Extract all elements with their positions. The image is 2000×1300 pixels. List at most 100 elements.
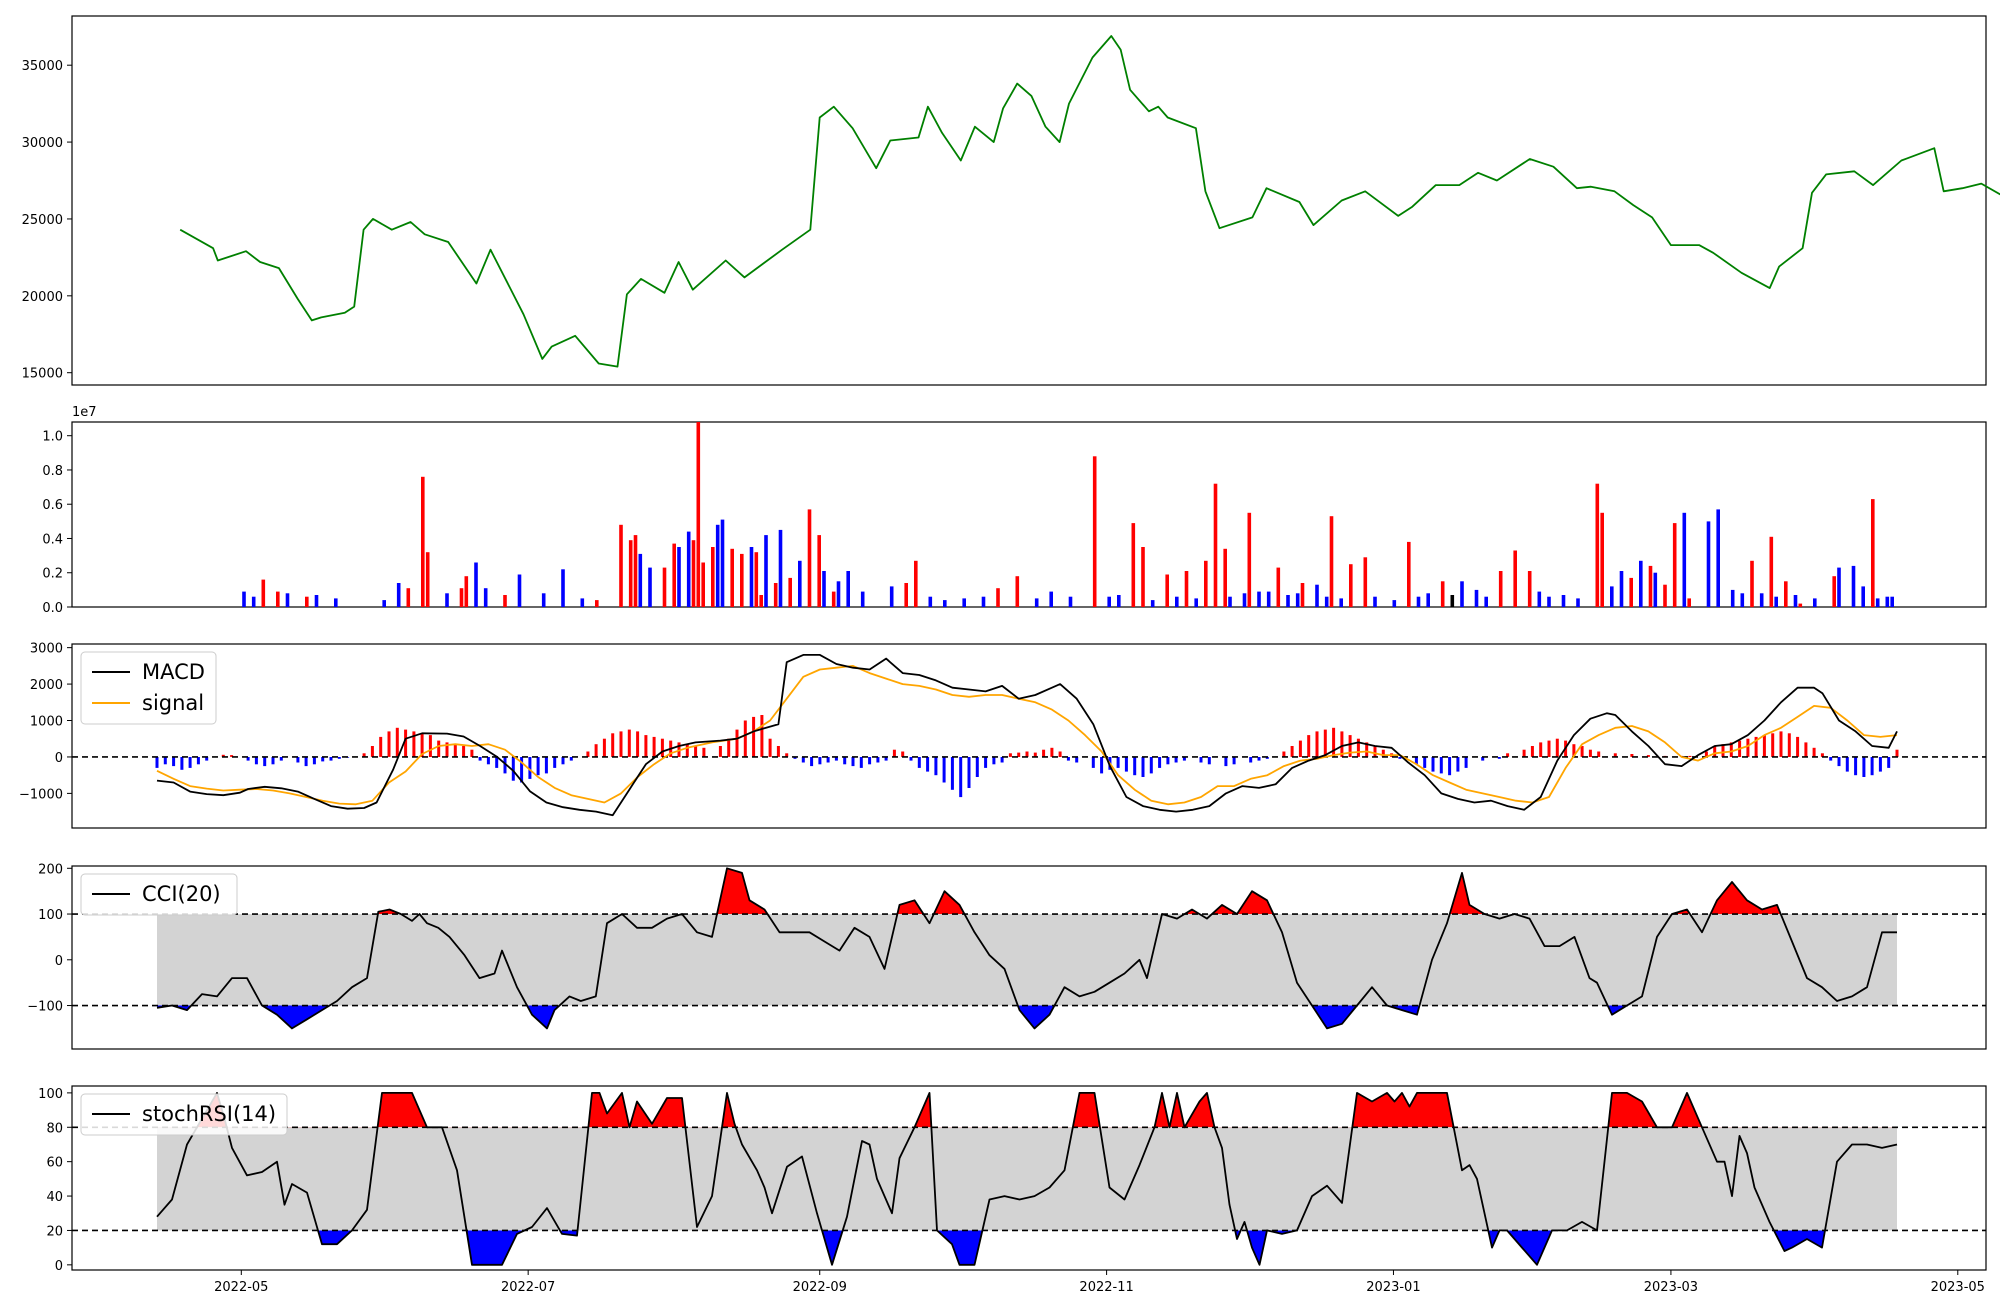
macd-hist-bar-positive <box>644 735 648 757</box>
volume-bar-down <box>798 560 802 608</box>
cci-y-axis: −100 0 100 200 <box>27 862 72 1015</box>
legend-box <box>80 873 238 916</box>
macd-hist-bar-negative <box>263 757 267 767</box>
macd-hist-bar-negative <box>520 757 524 783</box>
macd-hist-bar-negative <box>321 757 325 762</box>
volume-bar-up <box>691 540 696 607</box>
macd-plot-frame <box>71 643 1987 829</box>
volume-bar-down <box>1861 586 1865 607</box>
volume-bar-up <box>1672 523 1677 607</box>
volume-bar-up <box>421 476 425 607</box>
macd-hist-bar-positive <box>445 742 449 757</box>
volume-bar-down <box>561 569 565 607</box>
signal-line <box>156 665 1898 806</box>
legend-label-stochrsi-14-: stochRSI(14) <box>142 1102 276 1126</box>
volume-bar-up <box>1276 567 1281 607</box>
macd-hist-bar-negative <box>859 757 863 768</box>
volume-bar-up <box>730 548 734 607</box>
date-tick-label: 2023-03 <box>1644 1280 1698 1295</box>
volume-bar-down <box>1730 589 1735 607</box>
volume-bar-down <box>1759 593 1764 607</box>
macd-hist-bar-negative <box>337 757 341 759</box>
volume-bar-down <box>474 562 478 607</box>
legend-label-macd: MACD <box>142 660 205 684</box>
cci-ytick-label: 200 <box>38 862 63 877</box>
macd-hist-bar-positive <box>1746 738 1750 757</box>
macd-hist-bar-negative <box>246 757 250 761</box>
macd-hist-bar-positive <box>619 731 623 757</box>
volume-bar-down <box>1885 596 1890 607</box>
cci-fills <box>157 868 1897 1029</box>
volume-bar-down <box>1484 596 1488 607</box>
volume-bar-down <box>483 588 488 607</box>
macd-hist-bar-negative <box>1166 757 1170 765</box>
volume-ytick-label: 0.6 <box>42 498 63 513</box>
volume-bar-down <box>1837 567 1841 607</box>
volume-bar-up <box>996 588 1000 607</box>
macd-hist-bar-positive <box>727 738 731 757</box>
macd-hist-bar-positive <box>1373 746 1377 757</box>
volume-ytick-label: 0.0 <box>42 601 63 616</box>
date-tick-label: 2022-09 <box>793 1280 847 1295</box>
macd-panel: −1000 0 1000 2000 3000 MACD signal <box>19 642 1987 829</box>
stochrsi-fills <box>157 1092 1897 1265</box>
macd-ytick-label: −1000 <box>19 787 63 802</box>
macd-hist-bar-negative <box>1265 757 1269 759</box>
macd-hist-bar-negative <box>801 757 805 763</box>
macd-hist-bar-negative <box>884 757 888 761</box>
volume-bar-up <box>1349 564 1353 607</box>
macd-hist-bar-positive <box>1572 744 1576 757</box>
macd-hist-bar-negative <box>172 757 176 767</box>
macd-hist-bar-negative <box>1075 757 1079 763</box>
macd-hist-bar-positive <box>1630 754 1634 757</box>
macd-hist-bar-negative <box>180 757 184 770</box>
macd-hist-bar-negative <box>1887 757 1891 768</box>
stochrsi-line <box>156 1092 1898 1266</box>
cci-panel: −100 0 100 200 CCI(20) <box>27 862 1987 1050</box>
volume-bar-down <box>943 600 947 607</box>
volume-bar-down <box>764 535 768 607</box>
macd-hist-bar-negative <box>1158 757 1162 768</box>
volume-bar-down <box>285 593 290 607</box>
volume-bar-up <box>1440 581 1445 607</box>
price-panel: 15000 20000 25000 30000 35000 <box>22 15 2000 386</box>
volume-bar-down <box>396 583 401 607</box>
volume-bar-down <box>981 596 986 607</box>
macd-hist-bar-positive <box>611 733 615 757</box>
price-ytick-label: 15000 <box>22 367 63 382</box>
macd-hist-bar-negative <box>818 757 822 765</box>
macd-hist-bar-negative <box>495 757 499 768</box>
volume-bar-up <box>1769 536 1774 607</box>
stochrsi-ytick-label: 20 <box>46 1224 63 1239</box>
macd-hist-bar-positive <box>892 749 896 757</box>
macd-hist-bar-positive <box>735 729 739 757</box>
volume-bar-up <box>773 583 778 607</box>
macd-hist-bar-negative <box>1398 757 1402 759</box>
volume-bar-up <box>1213 483 1218 607</box>
volume-bar-down <box>749 547 754 607</box>
date-tick-label: 2022-07 <box>501 1280 555 1295</box>
volume-bar-down <box>1315 584 1319 607</box>
macd-hist-bar-positive <box>462 746 466 757</box>
volume-bar-up <box>261 579 266 607</box>
cci-band <box>157 914 1897 1006</box>
stochrsi-plot-frame <box>71 1085 1987 1271</box>
macd-hist-bar-negative <box>1000 757 1004 763</box>
stochrsi-band <box>157 1127 1897 1231</box>
macd-hist-bar-negative <box>942 757 946 783</box>
macd-hist-bar-positive <box>395 727 399 757</box>
volume-bar-down <box>1682 512 1687 607</box>
volume-bar-down <box>314 595 319 607</box>
cci-ytick-label: −100 <box>27 1000 63 1015</box>
macd-hist-bar-positive <box>1547 740 1551 757</box>
macd-hist-bar-negative <box>1870 757 1874 776</box>
volume-bar-down <box>1150 600 1155 607</box>
macd-hist-bar-positive <box>1812 747 1816 757</box>
macd-hist-bar-negative <box>163 757 167 765</box>
volume-bar-down <box>962 598 966 607</box>
macd-hist-bar-negative <box>1207 757 1211 765</box>
stochrsi-y-axis: 0 20 40 60 80 100 <box>38 1087 72 1274</box>
volume-bar-down <box>541 593 546 607</box>
macd-hist-bar-negative <box>793 757 797 759</box>
macd-hist-bar-positive <box>1530 746 1534 757</box>
